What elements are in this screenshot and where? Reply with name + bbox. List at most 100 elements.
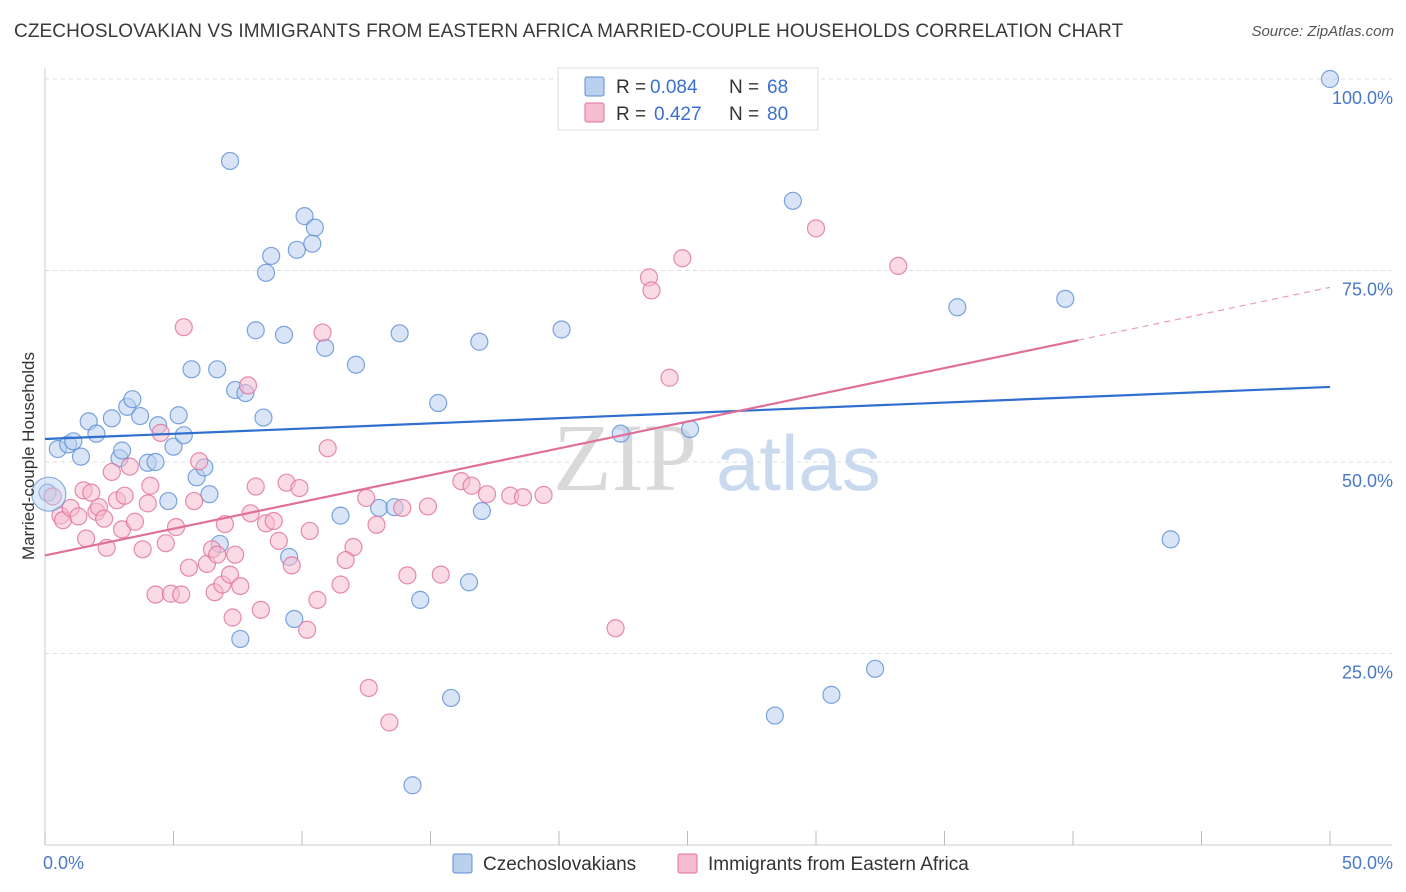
eastern-africa-point (477, 485, 497, 504)
chart-title: CZECHOSLOVAKIAN VS IMMIGRANTS FROM EASTE… (14, 21, 1124, 42)
czechoslovakian-point (305, 218, 324, 237)
czechoslovakian-point (200, 485, 219, 504)
eastern-africa-point (336, 550, 355, 570)
trend-lines (44, 286, 1331, 557)
eastern-africa-point (184, 491, 204, 511)
eastern-africa-point (331, 575, 350, 594)
watermark: ZIP atlas (553, 404, 881, 511)
watermark-atlas: atlas (716, 419, 881, 507)
eastern-africa-point (606, 619, 625, 638)
czechoslovakian-point (411, 590, 430, 609)
eastern-africa-point (282, 556, 301, 575)
czechoslovakian-point (71, 447, 91, 466)
czechoslovakian-point (765, 706, 784, 725)
eastern-africa-point (367, 515, 386, 534)
czechoslovakian-point (123, 390, 142, 409)
czechoslovakian-point (169, 406, 188, 425)
eastern-africa-point (115, 486, 134, 505)
source-note: Source: ZipAtlas.com (1251, 23, 1394, 40)
czechoslovakian-point (130, 406, 150, 426)
czechoslovakian-point (403, 776, 422, 795)
eastern-africa-point (231, 576, 250, 596)
y-tick-label: 100.0% (1332, 88, 1393, 108)
eastern-africa-point (300, 521, 319, 541)
legend-n-value-1: 68 (767, 77, 788, 98)
x-tick-labels: 0.0% 50.0% (43, 853, 1393, 873)
y-tick-label: 25.0% (1342, 663, 1393, 683)
czechoslovakian-point (295, 207, 314, 226)
eastern-africa-point (141, 476, 160, 495)
eastern-africa-point (190, 452, 209, 471)
czechoslovakian-point (274, 325, 294, 344)
czechoslovakian-point-large (31, 476, 67, 512)
data-points (31, 69, 1340, 795)
czechoslovakian-point (1161, 530, 1180, 549)
x-tick-label-min: 0.0% (43, 853, 84, 873)
eastern-africa-point (889, 256, 908, 276)
eastern-africa-point (246, 477, 265, 496)
czechoslovakian-point (303, 234, 322, 253)
czechoslovakian-trend-line (44, 385, 1331, 441)
czechoslovakian-point (182, 360, 201, 379)
eastern-africa-point (359, 678, 378, 698)
y-tick-label: 75.0% (1342, 280, 1393, 300)
eastern-africa-point (298, 620, 317, 639)
czechoslovakian-point (866, 659, 885, 678)
legend-r-label-2: R = (616, 104, 646, 125)
eastern-africa-point (223, 608, 242, 627)
czechoslovakian-point (470, 332, 489, 351)
czechoslovakian-point (822, 685, 841, 704)
eastern-africa-point (806, 219, 826, 238)
czechoslovakian-point (246, 321, 265, 340)
legend-swatch-pink (584, 102, 605, 123)
czechoslovakian-point (174, 426, 193, 445)
czechoslovakian-point (1056, 289, 1075, 308)
legend-n-value-2: 80 (767, 104, 788, 125)
czechoslovakian-point (64, 432, 83, 451)
czechoslovakian-point (441, 688, 461, 708)
gridlines (45, 78, 1392, 654)
eastern-africa-point (380, 713, 399, 732)
czechoslovakian-point (254, 408, 273, 427)
czechoslovakian-point (164, 437, 183, 456)
eastern-africa-point (269, 531, 288, 550)
axes (44, 68, 1392, 846)
czechoslovakian-point (285, 609, 304, 629)
eastern-africa-point (174, 318, 193, 337)
series-swatch-czechoslovakians (452, 853, 473, 874)
czechoslovakian-point (220, 151, 240, 171)
eastern-africa-point (642, 281, 661, 300)
eastern-africa-point (513, 488, 533, 507)
y-tick-label: 50.0% (1342, 471, 1393, 491)
eastern-africa-point (120, 457, 139, 476)
eastern-africa-point (431, 565, 450, 584)
eastern-africa-trend-extension (1078, 286, 1331, 341)
eastern-africa-point (393, 498, 412, 518)
eastern-africa-point (226, 545, 245, 564)
eastern-africa-point (673, 249, 692, 268)
czechoslovakian-point (552, 320, 571, 339)
eastern-africa-point (179, 558, 199, 577)
eastern-africa-point (318, 439, 337, 458)
series-legend: Czechoslovakians Immigrants from Eastern… (452, 853, 969, 875)
legend-n-label-2: N = (729, 104, 759, 125)
eastern-africa-point (82, 483, 101, 502)
czechoslovakian-point (287, 240, 306, 259)
czechoslovakian-point (331, 506, 350, 525)
y-axis-label: Married-couple Households (19, 352, 38, 560)
eastern-africa-point (264, 511, 283, 531)
eastern-africa-point (251, 600, 270, 619)
eastern-africa-point (660, 368, 679, 387)
czechoslovakian-point (112, 441, 132, 460)
eastern-africa-point (95, 509, 114, 528)
legend-n-label-1: N = (729, 77, 759, 98)
eastern-africa-point (462, 476, 481, 495)
eastern-africa-point (313, 323, 332, 342)
czechoslovakian-point (429, 393, 448, 413)
legend-r-label-1: R = (616, 77, 646, 98)
series-label-czechoslovakians: Czechoslovakians (483, 854, 636, 875)
eastern-africa-trend-line (44, 339, 1079, 557)
czechoslovakian-point (256, 263, 276, 282)
czechoslovakian-point (1320, 69, 1340, 89)
